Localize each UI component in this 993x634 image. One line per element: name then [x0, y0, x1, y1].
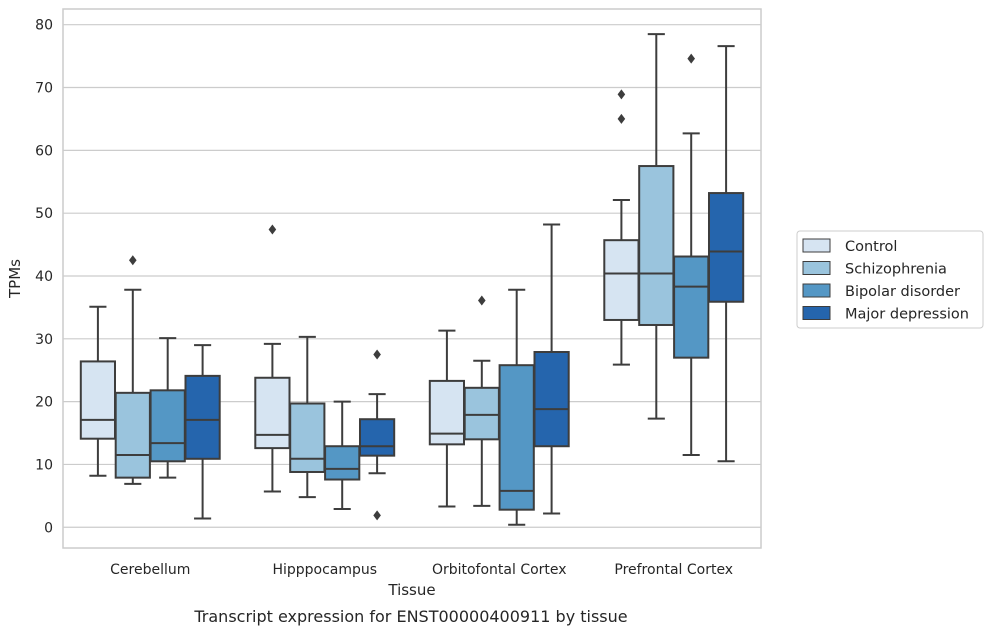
y-tick-label-80: 80: [35, 18, 53, 34]
box-group: [707, 45, 745, 463]
box-group: [428, 329, 466, 508]
box-group: [498, 288, 535, 526]
box-group: [289, 335, 326, 499]
box-group: [533, 223, 570, 515]
legend: Control Schizophrenia Bipolar disorder Majo…: [796, 230, 984, 329]
box: [358, 418, 396, 457]
outlier-point: [478, 295, 486, 306]
plot-frame: [62, 8, 762, 549]
box-group: [638, 33, 675, 420]
legend-label: Control: [845, 239, 897, 255]
x-tick-label: Hipppocampus: [272, 562, 377, 578]
legend-frame: [796, 230, 984, 329]
outlier-point: [373, 510, 381, 521]
box: [114, 391, 151, 479]
outlier-point: [617, 113, 626, 124]
box: [498, 364, 535, 511]
legend-label: Schizophrenia: [845, 262, 947, 278]
box: [533, 351, 570, 448]
outlier-point: [617, 89, 626, 100]
outlier-point: [268, 224, 277, 235]
box: [707, 192, 745, 303]
x-tick-label: Prefrontal Cortex: [614, 562, 733, 578]
y-tick-labels: 0 10 20 30 40 50 60 70 80: [35, 18, 53, 537]
box: [428, 379, 466, 446]
box: [463, 386, 500, 441]
figure-caption: Transcript expression for ENST0000040091…: [193, 607, 627, 626]
box: [673, 255, 710, 359]
box-group: [79, 305, 117, 477]
y-tick-label-20: 20: [35, 395, 53, 411]
box-group: [114, 255, 151, 485]
box: [638, 165, 675, 326]
outlier-point: [687, 53, 695, 64]
box: [324, 445, 361, 481]
box: [79, 360, 117, 440]
box-group: [254, 224, 291, 493]
box-group: [324, 400, 361, 511]
legend-label: Bipolar disorder: [845, 284, 960, 300]
box: [149, 389, 186, 463]
x-tick-label: Orbitofontal Cortex: [432, 562, 567, 578]
outlier-point: [129, 255, 137, 266]
box: [289, 402, 326, 473]
legend-swatch: [802, 283, 831, 298]
x-tick-label: Cerebellum: [110, 562, 190, 578]
y-tick-label-10: 10: [35, 457, 53, 473]
y-axis-label: TPMs: [6, 259, 24, 299]
y-tick-label-50: 50: [35, 206, 53, 222]
legend-swatch: [802, 306, 831, 320]
box: [603, 239, 640, 321]
legend-swatch: [802, 261, 831, 275]
y-tick-label-30: 30: [35, 332, 53, 348]
box-group: [358, 349, 396, 521]
y-tick-label-60: 60: [35, 143, 53, 159]
boxes: [79, 33, 745, 526]
box: [254, 376, 291, 450]
box: [184, 374, 221, 460]
box-group: [673, 53, 710, 457]
x-axis-label: Tissue: [387, 581, 435, 599]
legend-swatch: [802, 238, 831, 253]
y-tick-label-0: 0: [44, 520, 53, 536]
y-tick-label-40: 40: [35, 269, 53, 285]
box-group: [463, 295, 500, 507]
y-tick-label-70: 70: [35, 81, 53, 97]
outlier-point: [373, 349, 381, 360]
box-group: [149, 337, 186, 479]
x-tick-labels: Cerebellum Hipppocampus Orbitofontal Corte…: [110, 562, 733, 578]
box-group: [184, 344, 221, 520]
legend-label: Major depression: [845, 307, 969, 323]
box-group: [603, 89, 640, 366]
